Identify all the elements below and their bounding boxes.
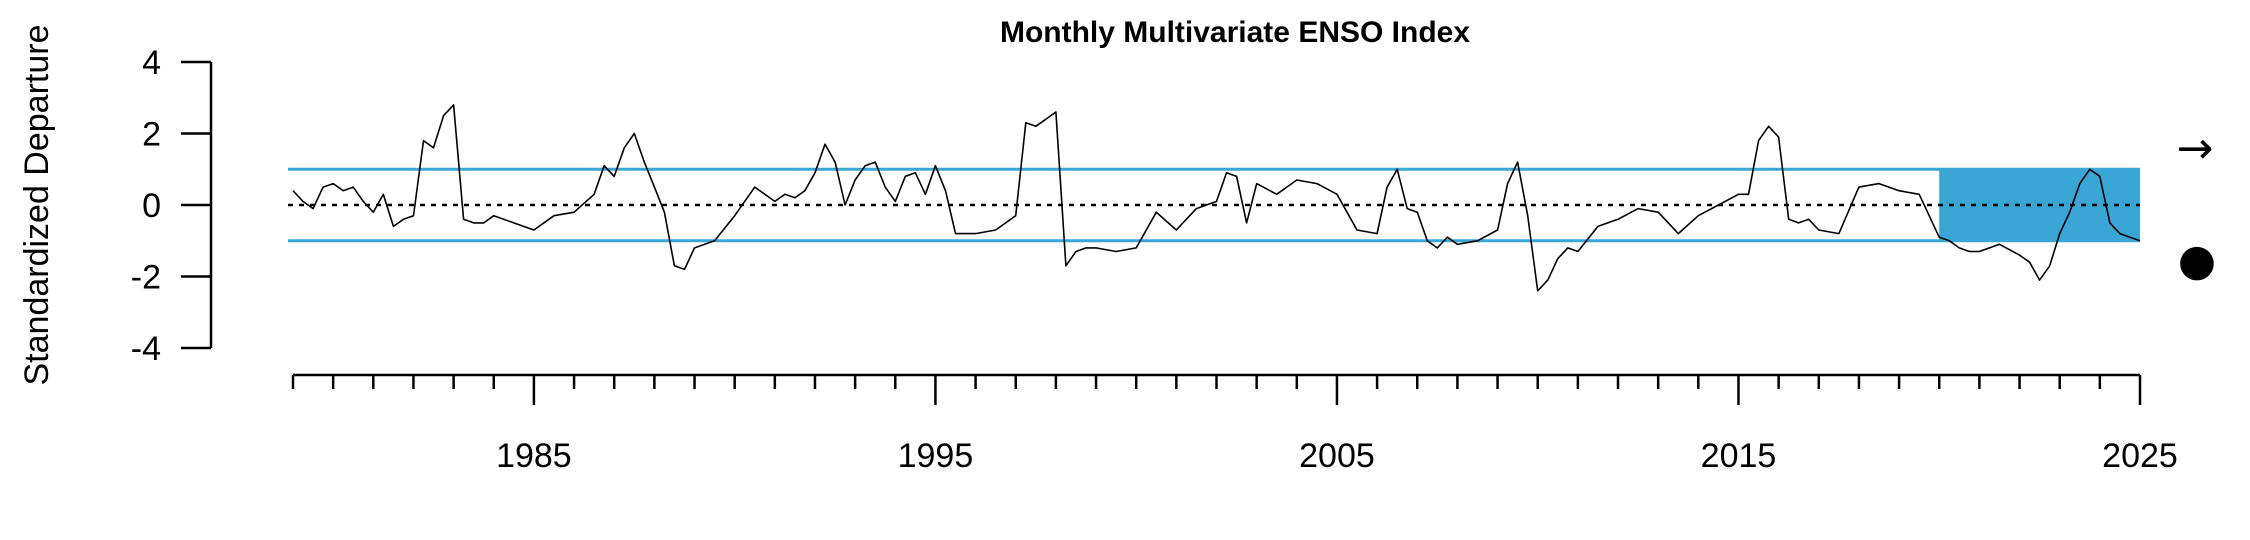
x-axis: 1985 1995 2005 2015 2025 (291, 373, 2178, 475)
y-tick-label: 4 (142, 44, 161, 82)
x-tick-label: 2005 (1299, 437, 1375, 475)
threshold-layer (288, 167, 2140, 243)
chart-title: Monthly Multivariate ENSO Index (1000, 16, 1470, 49)
x-tick-label: 1995 (898, 437, 974, 475)
y-tick-label: 0 (142, 187, 161, 225)
x-tick-label: 1985 (496, 437, 572, 475)
x-tick-label: 2025 (2102, 437, 2178, 475)
dot-icon: ● (2178, 235, 2216, 286)
y-axis: 4 2 0 -2 -4 (131, 44, 213, 368)
y-tick-label: -2 (131, 259, 161, 297)
y-axis-label: Standardized Departure (18, 24, 56, 385)
x-tick-label: 2015 (1701, 437, 1777, 475)
arrow-right-icon: → (2177, 123, 2214, 174)
y-tick-label: 2 (142, 116, 161, 154)
series-line (292, 104, 2141, 292)
series-layer (292, 104, 2141, 292)
y-tick-label: -4 (131, 330, 161, 368)
